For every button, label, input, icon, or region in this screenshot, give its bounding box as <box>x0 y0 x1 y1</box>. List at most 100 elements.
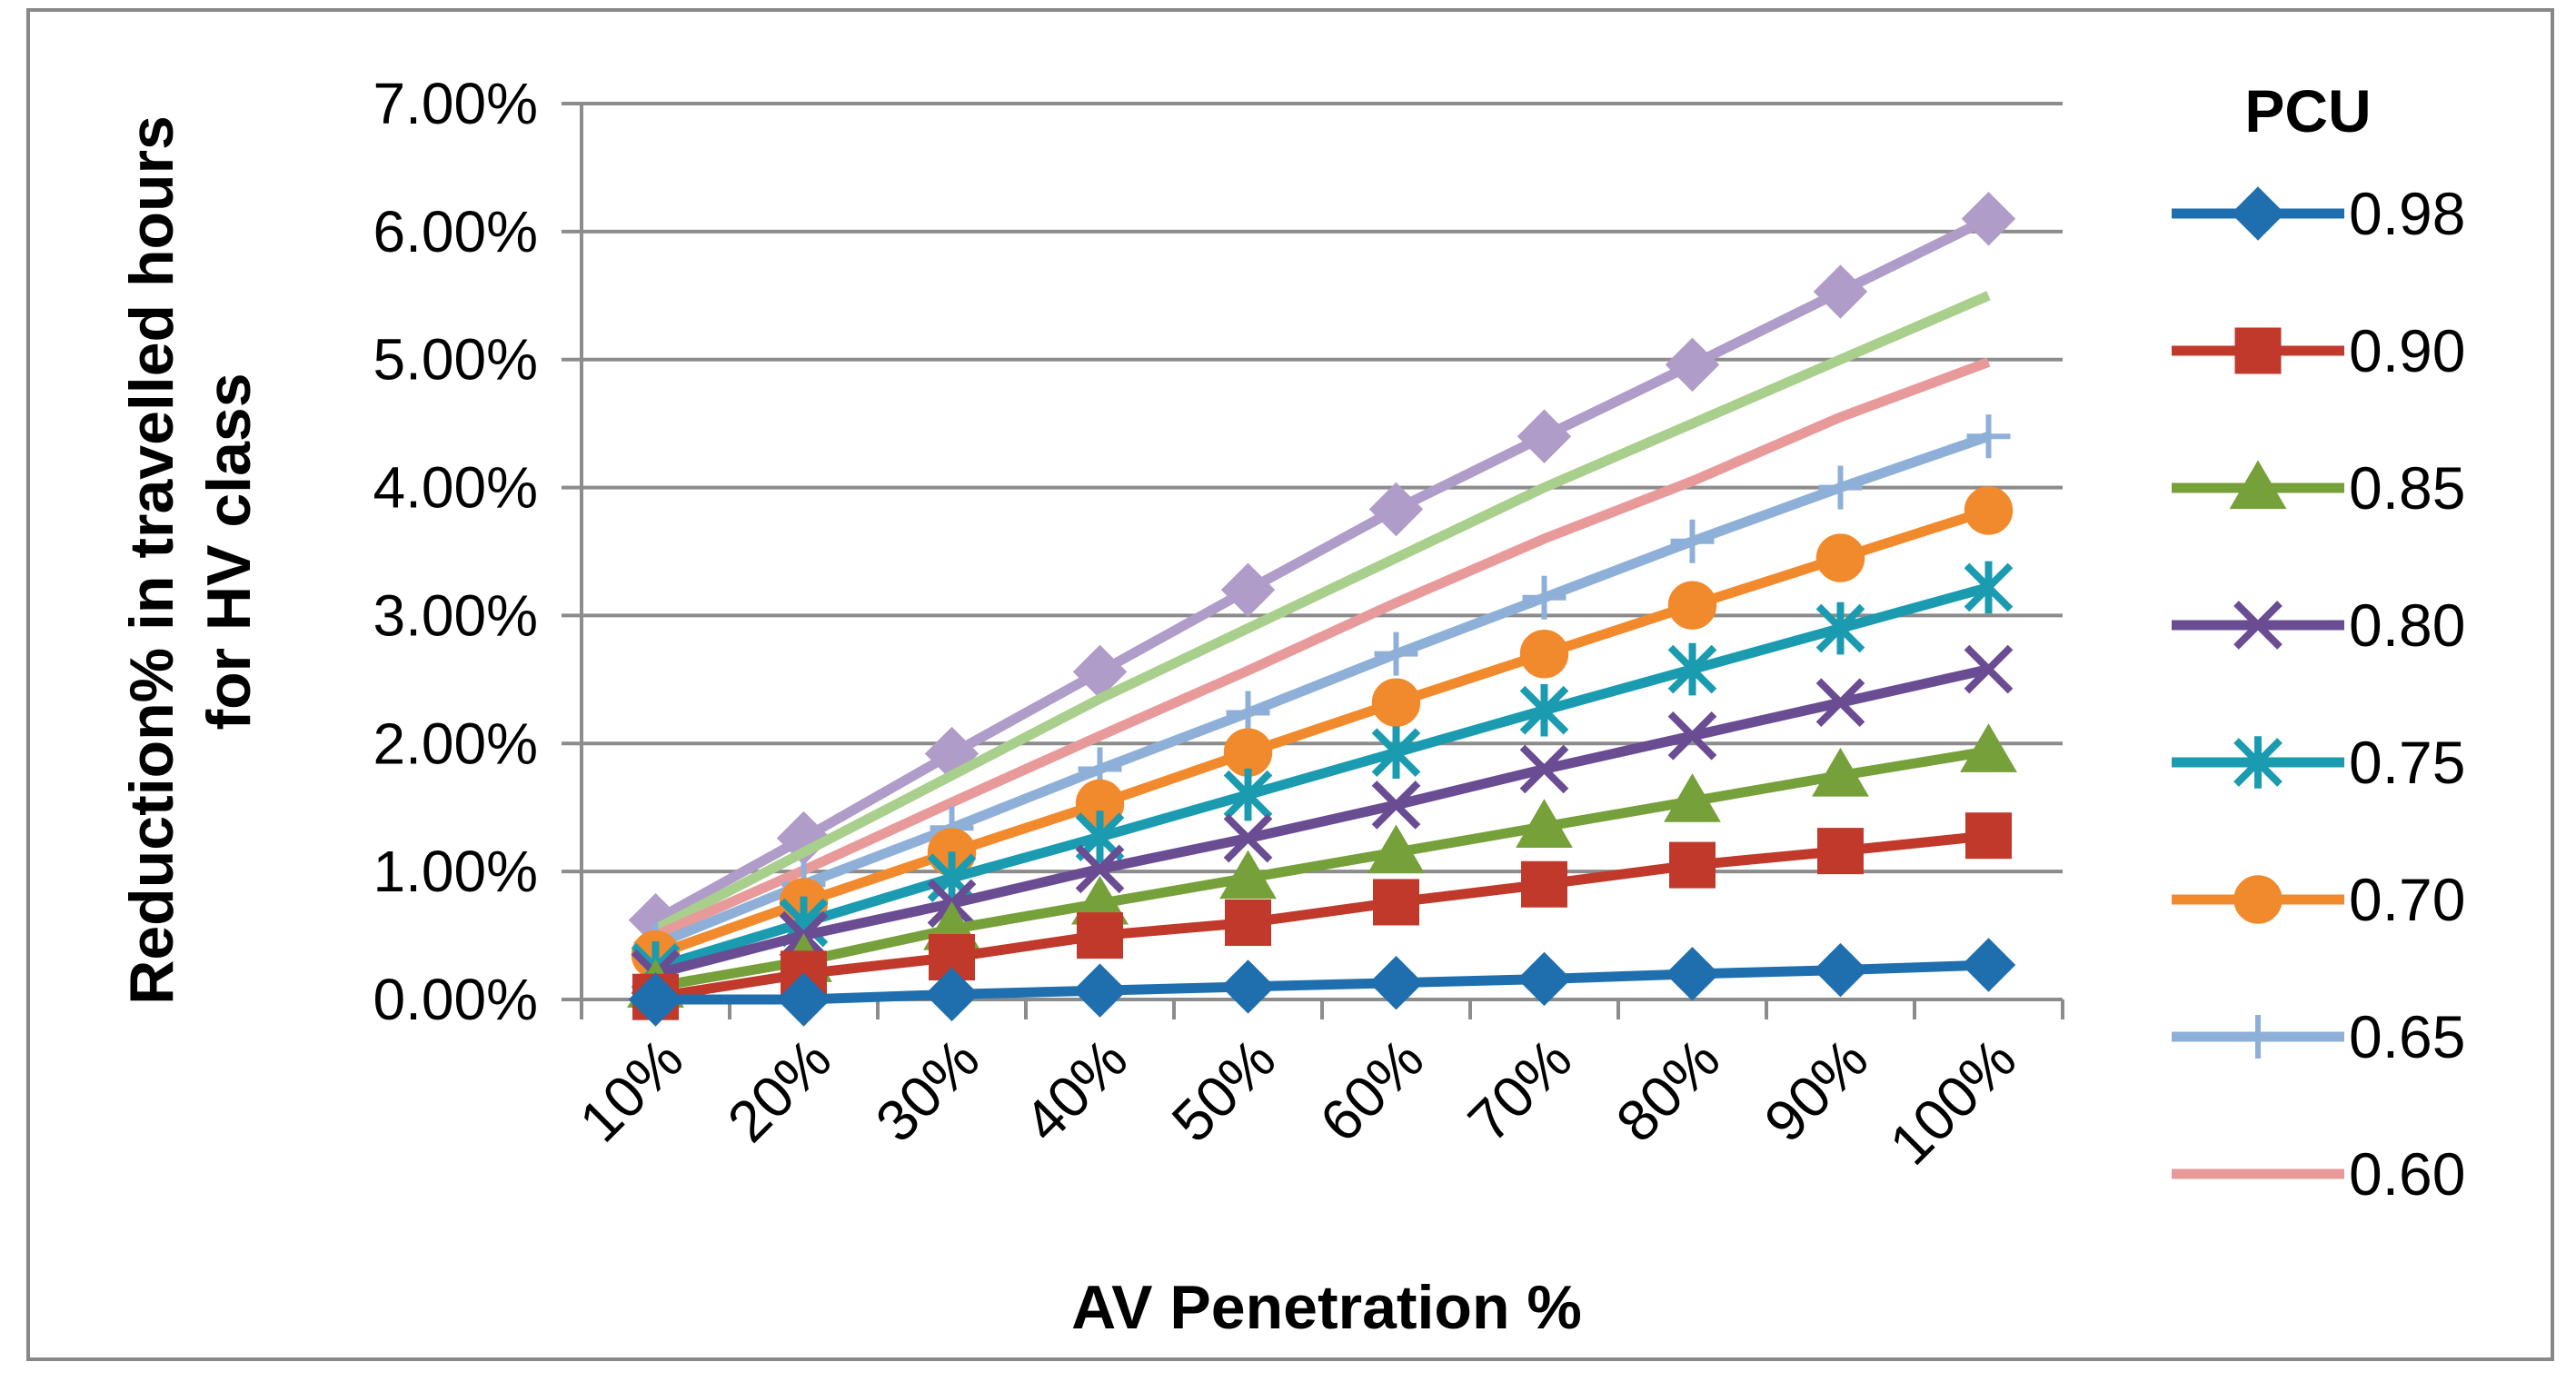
data-point <box>1966 414 2011 459</box>
chart-border <box>26 8 2554 1361</box>
series-6 <box>631 486 2014 979</box>
data-point <box>1667 642 1717 696</box>
legend-title: PCU <box>2244 77 2371 144</box>
series-line <box>652 291 1991 934</box>
legend-label: 0.70 <box>2349 866 2465 933</box>
legend-label: 0.98 <box>2349 180 2465 247</box>
legend-item: 0.65 <box>2172 1003 2465 1070</box>
data-point <box>1225 899 1271 946</box>
data-point <box>1522 575 1566 620</box>
data-point <box>1077 912 1123 959</box>
legend-item: 0.98 <box>2172 180 2465 247</box>
legend-item: 0.70 <box>2172 866 2465 933</box>
data-point <box>1368 482 1424 537</box>
data-point <box>1374 631 1418 676</box>
legend-item: 0.60 <box>2172 1140 2465 1208</box>
legend-label: 0.75 <box>2349 729 2465 796</box>
data-point <box>1670 519 1715 563</box>
legend: PCU 0.98 0.90 0.85 0.80 0.75 0.70 0.65 0.60 <box>2172 77 2465 1208</box>
data-point <box>1219 850 1277 900</box>
series-line <box>653 505 1991 959</box>
y-tick-label: 7.00% <box>373 71 538 136</box>
y-tick-label: 1.00% <box>373 839 538 904</box>
legend-marker <box>2234 327 2282 374</box>
data-point <box>1664 773 1721 822</box>
legend-marker <box>2233 875 2283 924</box>
data-point <box>1964 486 2014 535</box>
data-point <box>1961 938 2016 992</box>
data-point <box>1371 678 1421 727</box>
data-point <box>1667 711 1717 761</box>
data-point <box>1371 726 1421 779</box>
legend-marker <box>2233 601 2283 650</box>
y-axis-title-line-1: Reduction% in travelled hours <box>117 115 186 1005</box>
series-line <box>652 214 1991 925</box>
data-point <box>1964 561 2014 614</box>
data-point <box>1519 683 1569 737</box>
data-point <box>1368 824 1425 874</box>
data-point <box>1223 768 1273 821</box>
data-point <box>1812 747 1869 797</box>
legend-item: 0.85 <box>2172 454 2465 522</box>
data-point <box>1815 602 1865 655</box>
data-point <box>776 972 831 1027</box>
series-line <box>654 746 1990 992</box>
legend-item: 0.75 <box>2172 729 2465 796</box>
legend-marker <box>2236 1015 2280 1059</box>
series-line <box>654 830 1990 1002</box>
data-point <box>1223 728 1273 777</box>
data-point <box>1517 409 1572 463</box>
data-point <box>1517 951 1572 1007</box>
y-axis-title-line-2: for HV class <box>194 373 264 730</box>
legend-marker <box>2231 186 2285 241</box>
legend-label: 0.60 <box>2349 1140 2465 1208</box>
data-point <box>1665 947 1720 1001</box>
data-point <box>628 972 683 1027</box>
data-point <box>1669 841 1716 889</box>
legend-item: 0.90 <box>2172 317 2465 384</box>
legend-marker <box>2229 460 2287 510</box>
data-point <box>1220 562 1276 617</box>
data-point <box>1373 879 1419 926</box>
data-point <box>1516 799 1573 848</box>
data-point <box>1813 942 1868 998</box>
y-tick-label: 6.00% <box>373 199 538 264</box>
series-9 <box>652 291 1991 934</box>
data-point <box>1223 813 1273 863</box>
data-point <box>1965 812 2012 860</box>
series-2 <box>632 812 2012 1020</box>
series-10 <box>628 192 2016 948</box>
series-4 <box>631 644 2014 999</box>
y-axis-title: Reduction% in travelled hours for HV cla… <box>117 98 264 1005</box>
data-point <box>1075 844 1125 894</box>
data-point <box>1818 465 1863 510</box>
y-tick-label: 2.00% <box>373 711 538 776</box>
y-tick-label: 0.00% <box>373 967 538 1032</box>
data-point <box>1815 533 1865 582</box>
y-tick-label: 4.00% <box>373 455 538 521</box>
data-point <box>1813 264 1868 319</box>
data-point <box>1220 959 1276 1014</box>
y-tick-label: 3.00% <box>373 582 538 648</box>
data-point <box>1964 644 2014 694</box>
data-point <box>924 967 980 1022</box>
data-point <box>1072 963 1128 1018</box>
data-point <box>1519 744 1569 794</box>
y-tick-label: 5.00% <box>373 327 538 393</box>
data-point <box>1815 678 1865 728</box>
series-line <box>653 432 1991 950</box>
series-line <box>653 582 1990 973</box>
data-point <box>1665 337 1720 393</box>
legend-label: 0.90 <box>2349 317 2465 384</box>
data-point <box>1667 581 1717 630</box>
data-point <box>1521 860 1567 908</box>
data-point <box>1960 723 2017 772</box>
legend-label: 0.80 <box>2349 592 2465 659</box>
series <box>627 192 2017 1027</box>
legend-item: 0.80 <box>2172 592 2465 659</box>
data-point <box>1368 955 1424 1010</box>
x-axis-title: AV Penetration % <box>1071 1273 1582 1342</box>
series-line <box>654 664 1990 979</box>
